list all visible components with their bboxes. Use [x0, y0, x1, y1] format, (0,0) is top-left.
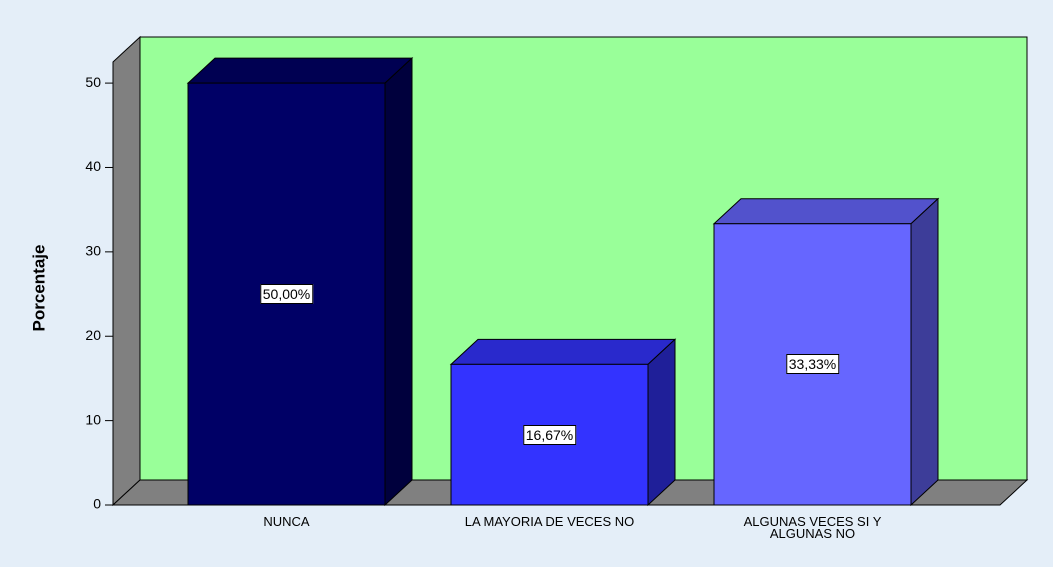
value-label: 50,00% [259, 284, 314, 305]
y-tick-label: 50 [85, 74, 101, 90]
value-label: 33,33% [785, 354, 840, 375]
bar-side [647, 338, 676, 507]
bar-side [910, 197, 939, 507]
bar-top [712, 198, 940, 225]
bar-top [186, 57, 414, 84]
x-tick-label: ALGUNAS VECES SI Y ALGUNAS NO [743, 514, 882, 541]
left-wall [112, 35, 141, 507]
y-tick-label: 30 [85, 243, 101, 259]
x-tick-label: LA MAYORIA DE VECES NO [464, 514, 635, 529]
y-tick-label: 0 [93, 496, 101, 512]
bar-side [384, 56, 413, 507]
y-tick-label: 20 [85, 327, 101, 343]
y-axis-label: Porcentaje [29, 245, 48, 332]
x-tick-label: NUNCA [263, 514, 310, 529]
value-label: 16,67% [522, 424, 577, 445]
y-tick-label: 40 [85, 158, 101, 174]
y-tick-label: 10 [85, 411, 101, 427]
bar-top [449, 338, 677, 365]
